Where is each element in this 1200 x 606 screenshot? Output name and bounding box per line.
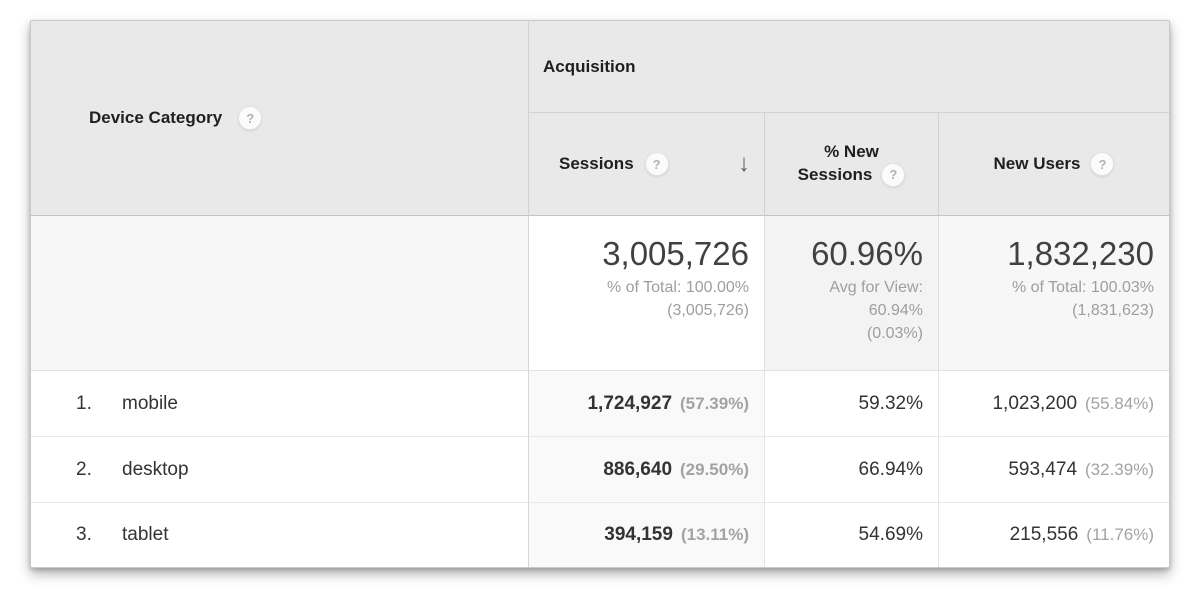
table-row-dimension: 3. tablet — [31, 503, 529, 567]
new-users-share: (32.39%) — [1085, 459, 1154, 479]
pct-new-sessions-value-cell: 66.94% — [764, 437, 938, 503]
summary-avg-for-view-label: Avg for View: — [829, 279, 923, 296]
pct-new-sessions-value: 54.69% — [858, 524, 923, 545]
pct-new-sessions-header-line1: % New — [824, 142, 879, 161]
summary-new-users-cell: 1,832,230 % of Total: 100.03% (1,831,623… — [938, 216, 1169, 371]
pct-new-sessions-value-cell: 59.32% — [764, 371, 938, 437]
group-header-label: Acquisition — [543, 56, 636, 76]
pct-new-sessions-value-cell: 54.69% — [764, 503, 938, 567]
summary-sessions-raw-total: (3,005,726) — [667, 302, 749, 319]
sessions-value: 394,159 — [604, 524, 673, 545]
summary-avg-delta: (0.03%) — [866, 325, 923, 342]
sessions-header-label: Sessions — [559, 154, 634, 173]
new-users-value: 215,556 — [1009, 524, 1079, 545]
summary-sessions-cell: 3,005,726 % of Total: 100.00% (3,005,726… — [529, 216, 764, 371]
sort-descending-icon[interactable]: ↓ — [738, 150, 750, 177]
summary-new-users-total: 1,832,230 — [1007, 235, 1154, 272]
help-icon[interactable]: ? — [644, 152, 669, 176]
new-users-value-cell: 1,023,200 (55.84%) — [938, 371, 1169, 437]
summary-sessions-total: 3,005,726 — [602, 235, 749, 272]
summary-sessions-pct-of-total: % of Total: 100.00% — [606, 279, 749, 296]
row-label: tablet — [122, 524, 169, 545]
summary-new-users-raw-total: (1,831,623) — [1072, 302, 1154, 319]
column-header-pct-new-sessions[interactable]: % New Sessions ? — [764, 113, 938, 216]
summary-dimension-cell — [31, 216, 529, 371]
dimension-header-label: Device Category — [89, 108, 223, 127]
sessions-value-cell: 394,159 (13.11%) — [529, 503, 764, 567]
help-icon[interactable]: ? — [238, 106, 263, 130]
row-rank: 1. — [76, 392, 92, 414]
new-users-share: (55.84%) — [1085, 393, 1154, 413]
row-label: desktop — [122, 458, 189, 480]
new-users-value-cell: 215,556 (11.76%) — [938, 503, 1169, 567]
column-header-sessions[interactable]: Sessions ? ↓ — [529, 113, 764, 216]
new-users-value: 1,023,200 — [992, 392, 1078, 414]
sessions-value-cell: 886,640 (29.50%) — [529, 437, 764, 503]
new-users-value: 593,474 — [1008, 458, 1078, 480]
table-row-dimension: 1. mobile — [31, 371, 529, 437]
summary-avg-for-view-value: 60.94% — [868, 302, 923, 319]
row-rank: 3. — [76, 524, 92, 545]
dimension-column-header[interactable]: Device Category ? — [31, 21, 529, 216]
pct-new-sessions-value: 59.32% — [858, 392, 923, 414]
summary-pct-new-sessions-cell: 60.96% Avg for View: 60.94% (0.03%) — [764, 216, 938, 371]
help-icon[interactable]: ? — [1090, 152, 1115, 176]
column-header-new-users[interactable]: New Users ? — [938, 113, 1169, 216]
table-row-dimension: 2. desktop — [31, 437, 529, 503]
sessions-value: 886,640 — [603, 458, 673, 480]
sessions-share: (57.39%) — [680, 393, 749, 413]
metric-group-header: Acquisition — [529, 21, 1169, 113]
sessions-value: 1,724,927 — [587, 392, 673, 414]
new-users-share: (11.76%) — [1086, 525, 1154, 544]
summary-new-users-pct-of-total: % of Total: 100.03% — [1011, 279, 1154, 296]
sessions-share: (29.50%) — [680, 459, 749, 479]
sessions-share: (13.11%) — [680, 525, 749, 544]
new-users-value-cell: 593,474 (32.39%) — [938, 437, 1169, 503]
summary-pct-new-sessions-avg: 60.96% — [811, 235, 923, 272]
new-users-header-label: New Users — [993, 154, 1081, 173]
row-label: mobile — [122, 392, 178, 414]
pct-new-sessions-value: 66.94% — [858, 458, 923, 480]
sessions-value-cell: 1,724,927 (57.39%) — [529, 371, 764, 437]
row-rank: 2. — [76, 458, 92, 480]
pct-new-sessions-header-line2: Sessions — [797, 165, 873, 184]
analytics-data-table: Device Category ? Acquisition Sessions ?… — [30, 20, 1170, 568]
help-icon[interactable]: ? — [881, 163, 906, 187]
